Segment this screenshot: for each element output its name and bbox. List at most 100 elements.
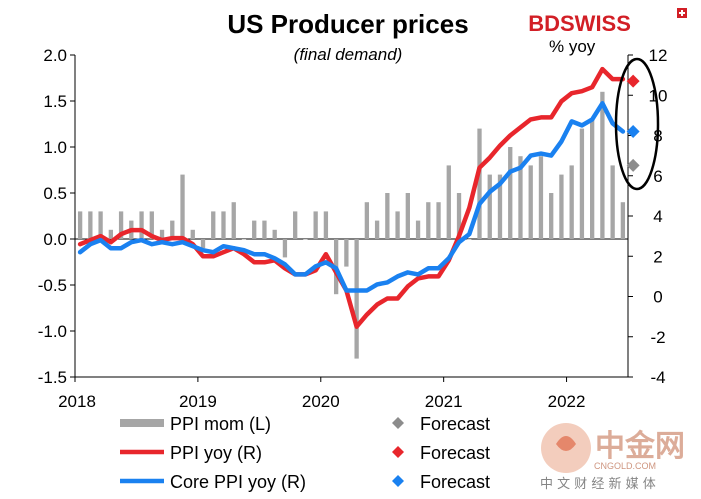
- legend: PPI mom (L) PPI yoy (R) Core PPI yoy (R) Fo…: [120, 414, 490, 492]
- ppi-mom-bar: [395, 211, 400, 239]
- ppi-mom-bar: [446, 165, 451, 239]
- ppi-mom-bar: [426, 202, 431, 239]
- right-axis-label: % yoy: [549, 37, 596, 56]
- watermark-cn: 中金网: [595, 429, 685, 464]
- legend-bar-swatch: [120, 419, 164, 427]
- ppi-mom-bar: [354, 239, 359, 359]
- left-tick-label: 1.5: [43, 92, 67, 111]
- left-tick-label: -0.5: [38, 276, 67, 295]
- brand-bd: BD: [528, 11, 560, 36]
- ppi-mom-bar: [303, 239, 308, 240]
- ppi-mom-bar: [559, 174, 564, 239]
- ppi-mom-bar: [241, 239, 247, 240]
- ppi-mom-bar: [293, 211, 298, 239]
- ppi-mom-bar: [528, 165, 533, 239]
- ppi-mom-bars: [77, 91, 626, 359]
- ppi-mom-bar: [364, 202, 370, 239]
- ppi-mom-bar: [518, 156, 523, 239]
- right-tick-label: 4: [653, 207, 662, 226]
- ppi-mom-bar: [497, 174, 503, 239]
- cngold-logo-flame: [556, 436, 576, 451]
- ppi-mom-bar: [108, 229, 113, 239]
- legend-forecast-diamond: [392, 475, 404, 487]
- cngold-watermark: 中金网 CNGOLD.COM 中 文 财 经 新 媒 体: [540, 423, 685, 492]
- forecast-diamond: [626, 158, 640, 172]
- x-tick-label: 2018: [58, 392, 96, 411]
- right-tick-label: 2: [653, 247, 662, 266]
- legend-label: PPI yoy (R): [170, 443, 262, 463]
- ppi-mom-bar: [77, 211, 83, 239]
- left-tick-label: 0.0: [43, 230, 67, 249]
- ppi-mom-bar: [590, 119, 595, 239]
- watermark-url: CNGOLD.COM: [594, 461, 656, 471]
- x-tick-label: 2019: [179, 392, 217, 411]
- ppi-mom-bar: [549, 193, 554, 239]
- right-tick-label: 0: [653, 288, 662, 307]
- legend-forecast-label: Forecast: [420, 472, 490, 492]
- ppi-mom-bar: [190, 229, 195, 239]
- forecast-highlight-ellipse: [614, 57, 660, 191]
- brand-swiss: SWISS: [560, 11, 631, 36]
- forecast-diamond: [626, 124, 640, 138]
- ppi-mom-bar: [170, 220, 175, 239]
- axes: 2.01.51.00.50.0-0.5-1.0-1.5121086420-2-4…: [38, 46, 668, 411]
- ppi-mom-bar: [282, 239, 288, 258]
- ppi-mom-bar: [98, 211, 103, 239]
- ppi-mom-bar: [200, 239, 206, 249]
- ppi-mom-bar: [456, 193, 462, 239]
- ppi-mom-bar: [231, 202, 236, 239]
- ppi-mom-bar: [610, 165, 615, 239]
- ppi-mom-bar: [139, 211, 144, 239]
- legend-label: Core PPI yoy (R): [170, 472, 306, 492]
- ppi-mom-bar: [344, 239, 349, 267]
- ppi-mom-bar: [569, 165, 574, 239]
- ppi-yoy-line: [77, 66, 626, 329]
- ppi-mom-bar: [477, 128, 482, 239]
- ppi-mom-bar: [538, 156, 544, 239]
- ppi-mom-bar: [600, 91, 605, 239]
- ppi-mom-bar: [313, 211, 318, 239]
- left-tick-label: -1.0: [38, 322, 67, 341]
- right-tick-label: 10: [649, 86, 668, 105]
- ppi-mom-bar: [180, 174, 185, 239]
- yoy-lines: [77, 66, 626, 329]
- ppi-mom-bar: [88, 211, 93, 239]
- swiss-cross-mark: [679, 10, 685, 16]
- ppi-mom-bar: [262, 220, 267, 239]
- ppi-mom-bar: [323, 211, 329, 239]
- left-tick-label: 2.0: [43, 46, 67, 65]
- ppi-mom-bar: [436, 202, 441, 239]
- ppi-mom-bar: [467, 239, 472, 240]
- ppi-mom-bar: [272, 229, 277, 239]
- ppi-mom-bar: [252, 220, 257, 239]
- x-tick-label: 2020: [302, 392, 340, 411]
- chart-subtitle: (final demand): [294, 45, 403, 64]
- forecast-diamond: [626, 74, 640, 88]
- ppi-mom-bar: [415, 220, 421, 239]
- right-tick-label: -4: [650, 368, 665, 387]
- left-tick-label: 0.5: [43, 184, 67, 203]
- ppi-mom-bar: [620, 202, 626, 239]
- bdswiss-logo: BD SWISS: [528, 8, 687, 36]
- x-tick-label: 2021: [425, 392, 463, 411]
- right-tick-label: -2: [650, 328, 665, 347]
- watermark-tagline: 中 文 财 经 新 媒 体: [540, 476, 656, 492]
- ppi-mom-bar: [487, 174, 492, 239]
- legend-forecast-label: Forecast: [420, 414, 490, 434]
- ppi-mom-bar: [149, 211, 154, 239]
- ppi-mom-bar: [118, 211, 124, 239]
- ppi-mom-bar: [579, 128, 585, 239]
- ppi-mom-bar: [385, 193, 390, 239]
- chart-title: US Producer prices: [227, 9, 468, 39]
- ppi-mom-bar: [374, 220, 380, 239]
- forecast-markers: [626, 74, 640, 172]
- x-tick-label: 2022: [548, 392, 586, 411]
- ppi-mom-bar: [405, 193, 410, 239]
- legend-forecast-label: Forecast: [420, 443, 490, 463]
- ppi-mom-bar: [159, 229, 165, 239]
- left-tick-label: 1.0: [43, 138, 67, 157]
- legend-label: PPI mom (L): [170, 414, 271, 434]
- ppi-mom-bar: [508, 147, 513, 239]
- legend-forecast-diamond: [392, 417, 404, 429]
